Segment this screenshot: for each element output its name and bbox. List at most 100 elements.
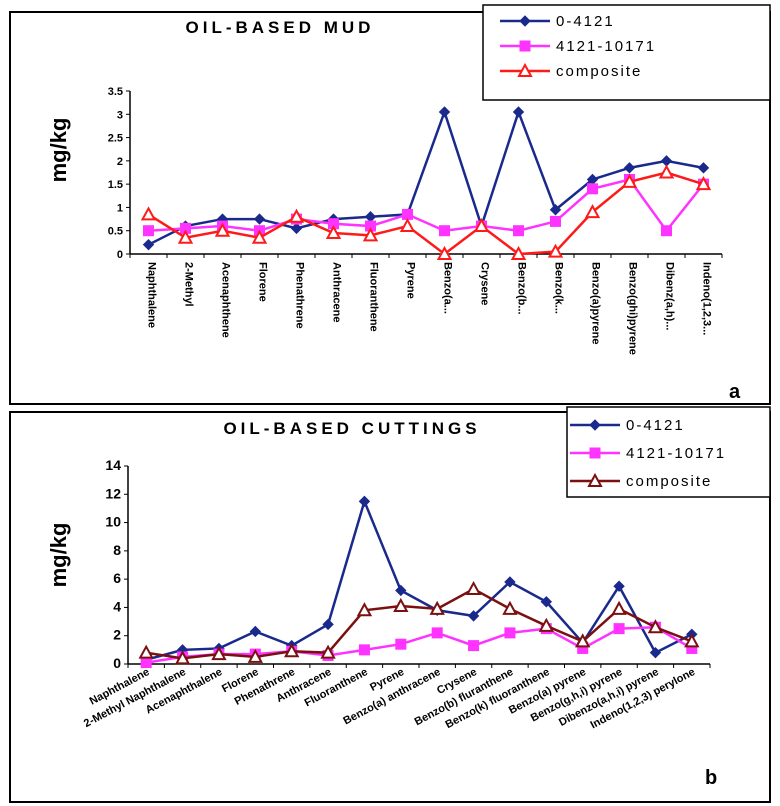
data-point xyxy=(356,602,373,617)
legend-marker xyxy=(519,15,531,27)
data-point xyxy=(661,225,672,237)
data-point xyxy=(504,576,516,588)
legend-label: composite xyxy=(556,63,642,80)
y-tick-label: 4 xyxy=(113,598,121,614)
data-point xyxy=(684,633,700,648)
series-line xyxy=(147,108,704,246)
x-category-label: Florene xyxy=(257,262,269,302)
data-point xyxy=(142,238,155,251)
y-tick-label: 1 xyxy=(117,202,123,214)
data-point xyxy=(658,164,675,179)
data-point xyxy=(395,638,407,650)
y-tick-label: 8 xyxy=(113,542,121,558)
data-point xyxy=(399,217,416,233)
series-line xyxy=(145,625,693,664)
data-point xyxy=(584,203,601,219)
data-point xyxy=(358,495,371,508)
data-point xyxy=(621,173,638,188)
data-point xyxy=(253,213,266,225)
x-category-label: Indeno(1,2,3... xyxy=(701,262,713,335)
legend-marker xyxy=(589,419,601,431)
data-point xyxy=(613,580,625,592)
chart-b-ylabel: mg/kg xyxy=(46,523,71,588)
legend-marker xyxy=(519,40,531,52)
data-point xyxy=(140,206,157,221)
legend-label: 4121-10171 xyxy=(626,445,726,462)
x-category-label: 2-Methyl xyxy=(183,262,195,307)
chart-a-title: OIL-BASED MUD xyxy=(186,18,375,37)
data-point xyxy=(358,644,370,656)
data-point xyxy=(438,106,451,118)
data-point xyxy=(575,633,591,648)
panel-b-label: b xyxy=(705,767,717,789)
y-tick-label: 3.5 xyxy=(108,86,123,98)
y-tick-label: 10 xyxy=(105,514,121,530)
data-point xyxy=(174,650,191,665)
data-point xyxy=(288,208,305,223)
x-category-label: Benzo(a... xyxy=(442,262,454,314)
series-line xyxy=(147,171,704,256)
y-tick-label: 6 xyxy=(113,570,121,586)
data-point xyxy=(647,619,664,634)
data-point xyxy=(502,600,518,615)
x-category-label: Fluoranthene xyxy=(368,262,380,332)
data-point xyxy=(547,243,564,258)
chart-b-title: OIL-BASED CUTTINGS xyxy=(223,419,480,438)
series-line xyxy=(145,497,693,661)
data-point xyxy=(251,229,268,244)
y-tick-label: 0 xyxy=(113,655,121,671)
data-point xyxy=(290,222,303,235)
legend-label: composite xyxy=(626,473,712,490)
data-point xyxy=(623,162,636,174)
data-point xyxy=(512,106,525,118)
series-line xyxy=(145,587,693,660)
data-point xyxy=(436,245,453,260)
data-point xyxy=(393,597,409,613)
data-point xyxy=(211,646,227,661)
y-tick-label: 14 xyxy=(105,457,121,473)
data-point xyxy=(697,162,710,174)
data-point xyxy=(695,176,712,191)
y-tick-label: 2.5 xyxy=(108,133,123,145)
data-point xyxy=(550,215,561,227)
panel-a-label: a xyxy=(729,381,741,403)
y-tick-label: 3 xyxy=(117,109,123,121)
data-point xyxy=(320,644,336,659)
data-point xyxy=(325,224,342,240)
legend-marker xyxy=(589,447,601,459)
data-point xyxy=(510,245,527,260)
series-line xyxy=(148,178,705,233)
y-tick-label: 2 xyxy=(113,627,121,643)
legend-label: 0-4121 xyxy=(626,417,685,434)
x-category-label: Benzo(k... xyxy=(553,262,565,314)
data-point xyxy=(540,596,553,608)
data-point xyxy=(468,640,480,652)
y-tick-label: 2 xyxy=(117,156,123,168)
x-category-label: Dibenz(a,h)... xyxy=(664,262,676,330)
data-point xyxy=(549,204,562,216)
y-tick-label: 12 xyxy=(105,485,121,501)
data-point xyxy=(362,227,379,242)
data-point xyxy=(611,600,627,615)
data-point xyxy=(431,627,443,639)
chart-a-legend: 0-4121 4121-10171 composite xyxy=(482,4,771,101)
data-point xyxy=(649,646,662,659)
data-point xyxy=(247,648,263,663)
data-point xyxy=(613,623,625,635)
legend-marker xyxy=(587,472,603,487)
data-point xyxy=(429,600,445,615)
data-point xyxy=(465,580,482,596)
data-point xyxy=(284,643,300,658)
x-category-label: Benzo(a)pyrene xyxy=(590,262,602,345)
data-point xyxy=(402,208,413,220)
chart-b-legend: 0-4121 4121-10171 composite xyxy=(566,406,771,498)
x-category-label: Benzo(ghi)pyrene xyxy=(627,262,639,355)
data-point xyxy=(249,625,262,638)
x-category-label: Phenathrene xyxy=(294,262,306,329)
data-point xyxy=(504,627,516,639)
data-point xyxy=(467,610,480,622)
data-point xyxy=(473,217,490,233)
x-category-label: Pyrene xyxy=(405,262,417,299)
legend-label: 0-4121 xyxy=(556,13,615,30)
